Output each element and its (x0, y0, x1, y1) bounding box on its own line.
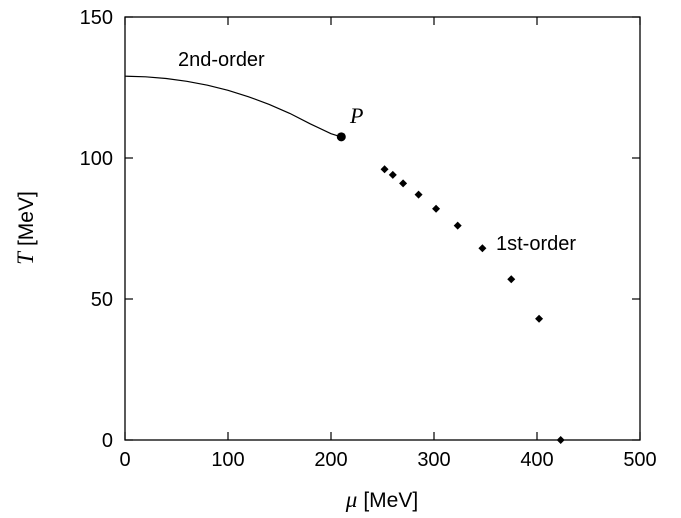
y-tick-labels: 0 50 100 150 (80, 7, 113, 452)
first-order-point (399, 179, 408, 188)
first-order-point (388, 170, 397, 179)
first-order-point (432, 204, 441, 213)
second-order-curve (124, 75, 342, 138)
first-order-label: 1st-order (496, 233, 576, 255)
x-tick-label: 0 (119, 449, 130, 471)
y-axis-label: T[MeV] (13, 191, 38, 265)
x-tick-labels: 0 100 200 300 400 500 (119, 449, 656, 471)
first-order-point (478, 244, 487, 253)
x-tick-label: 400 (520, 449, 553, 471)
x-tick-label: 300 (417, 449, 450, 471)
first-order-point (453, 221, 462, 230)
first-order-point (414, 190, 423, 199)
first-order-point (535, 314, 544, 323)
first-order-point (507, 275, 516, 284)
plot-frame (124, 16, 641, 441)
y-tick-label: 0 (102, 430, 113, 452)
x-axis-label: μ [MeV] (345, 487, 418, 512)
critical-point-label: P (349, 103, 363, 128)
x-tick-label: 100 (211, 449, 244, 471)
x-tick-label: 500 (623, 449, 656, 471)
first-order-markers (380, 165, 565, 444)
first-order-point (380, 165, 389, 174)
y-tick-label: 100 (80, 148, 113, 170)
first-order-point (556, 436, 565, 444)
y-tick-label: 50 (91, 289, 113, 311)
x-tick-label: 200 (314, 449, 347, 471)
critical-point-marker (336, 132, 346, 142)
y-tick-label: 150 (80, 7, 113, 29)
axis-ticks (124, 16, 641, 441)
second-order-label: 2nd-order (178, 49, 265, 71)
